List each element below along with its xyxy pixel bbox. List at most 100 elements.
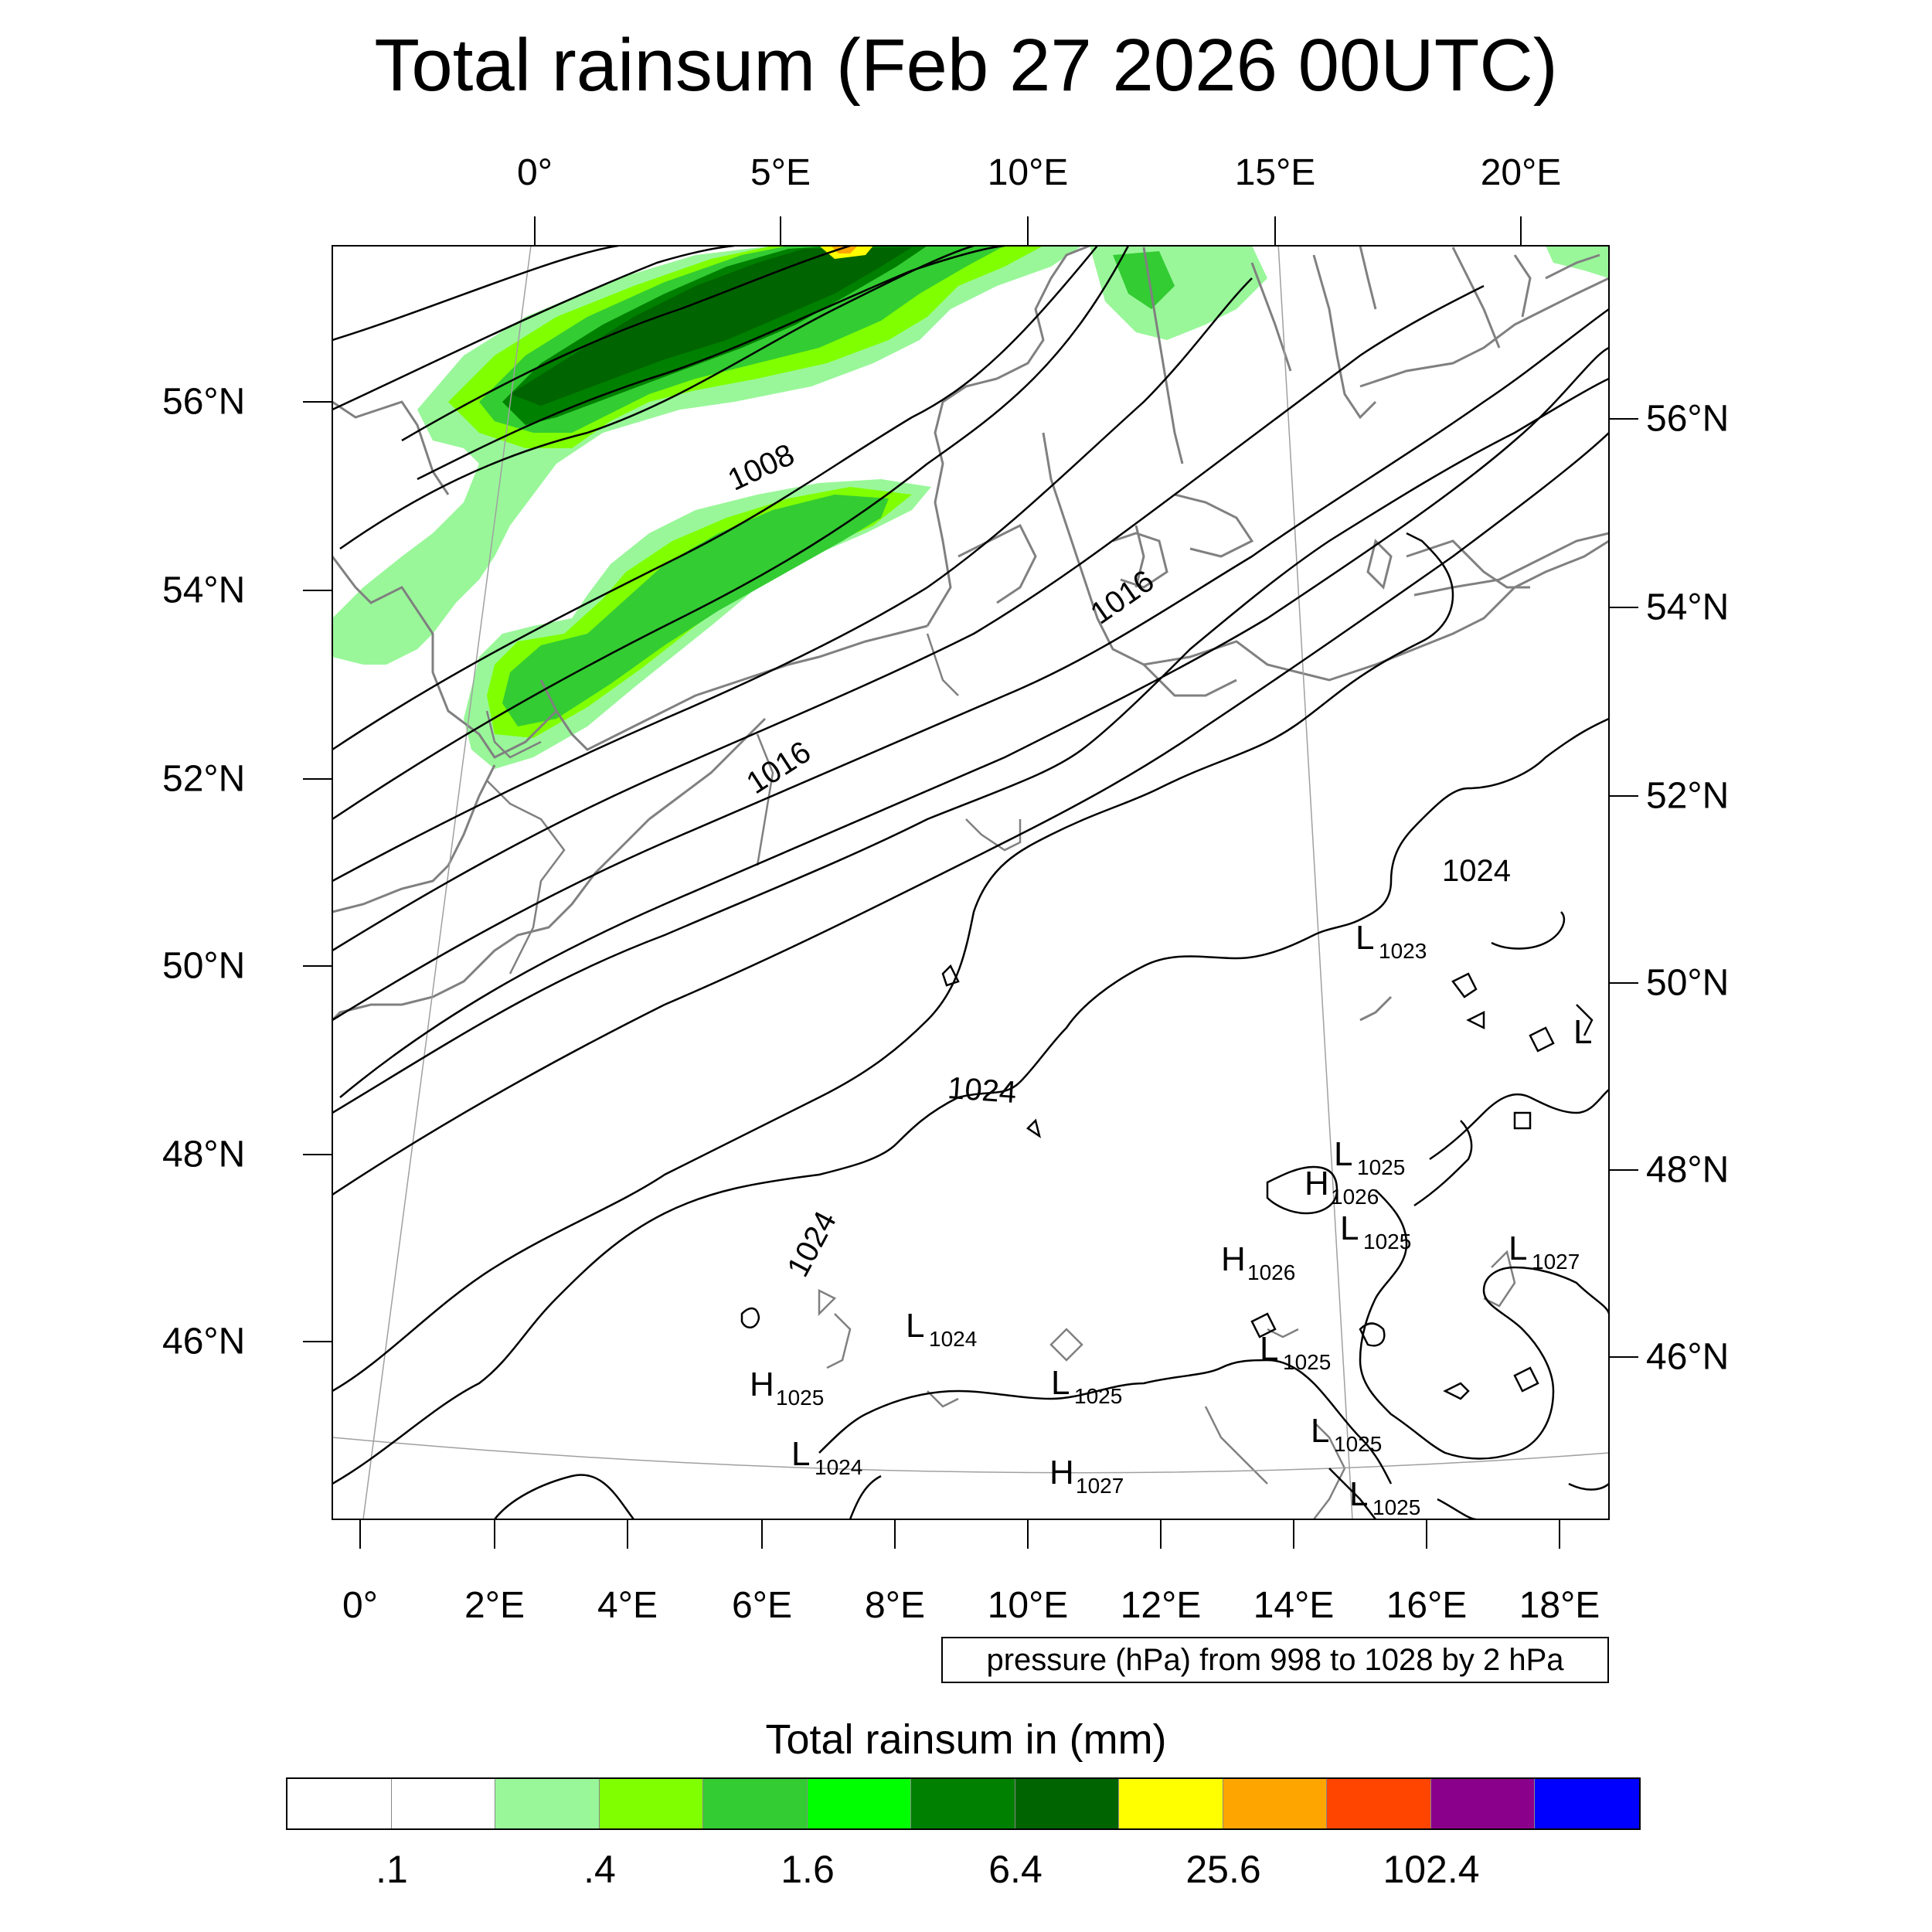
pressure-center: L 1025 — [1051, 1364, 1122, 1408]
plot-frame — [332, 245, 1610, 1520]
bottom-lon-label: 12°E — [1120, 1585, 1202, 1626]
bottom-lon-label: 0° — [342, 1585, 378, 1626]
pressure-centers: L 1023 L 1025 H 1026 L 1025 H 1026 L 1027 L 102… — [750, 919, 1592, 1519]
rain-area-orange — [831, 246, 858, 253]
pressure-center: H 1026 — [1221, 1240, 1295, 1284]
colorbar — [286, 1777, 1641, 1830]
tick-marks — [303, 216, 1638, 1549]
left-lat-label: 46°N — [162, 1321, 246, 1362]
svg-text:H: H — [1304, 1165, 1329, 1202]
left-lat-label: 54°N — [162, 570, 246, 611]
isobar-label: 1024 — [947, 1071, 1018, 1110]
colorbar-box — [1223, 1779, 1327, 1828]
isobars — [332, 246, 1609, 1519]
svg-text:1025: 1025 — [1074, 1384, 1122, 1408]
pressure-center: L 1025 — [1340, 1209, 1411, 1253]
top-lon-label: 5°E — [750, 152, 811, 193]
colorbar-box — [1119, 1779, 1223, 1828]
svg-text:L: L — [1509, 1230, 1527, 1267]
pressure-center: L 1027 — [1509, 1230, 1580, 1274]
svg-text:L: L — [1260, 1330, 1278, 1368]
isobar-label: 1024 — [781, 1206, 843, 1282]
left-lat-label: 56°N — [162, 381, 246, 423]
svg-text:1023: 1023 — [1379, 939, 1427, 963]
colorbar-title: Total rainsum in (mm) — [765, 1716, 1167, 1763]
chart-title: Total rainsum (Feb 27 2026 00UTC) — [374, 24, 1558, 107]
colorbar-box — [807, 1779, 911, 1828]
svg-text:1026: 1026 — [1247, 1260, 1295, 1284]
colorbar-box — [1015, 1779, 1119, 1828]
right-lat-label: 56°N — [1646, 398, 1730, 440]
svg-text:L: L — [791, 1435, 810, 1473]
colorbar-box — [599, 1779, 703, 1828]
pressure-center: L — [1573, 1013, 1592, 1051]
bottom-lon-label: 6°E — [732, 1585, 792, 1626]
colorbar-box — [1430, 1779, 1535, 1828]
pressure-center: L 1025 — [1311, 1412, 1382, 1456]
graticule — [332, 246, 1609, 1519]
svg-text:1027: 1027 — [1532, 1250, 1580, 1274]
svg-text:H: H — [750, 1366, 774, 1403]
right-lat-label: 46°N — [1646, 1336, 1730, 1378]
isobar-label: 1024 — [1442, 854, 1511, 888]
pressure-center: H 1027 — [1049, 1454, 1124, 1498]
pressure-center: L 1024 — [791, 1435, 862, 1479]
bottom-lon-label: 10°E — [987, 1585, 1069, 1626]
colorbar-label: .4 — [583, 1848, 616, 1891]
pressure-center: L 1025 — [1334, 1135, 1405, 1179]
svg-text:L: L — [1334, 1135, 1352, 1173]
right-lat-label: 48°N — [1646, 1149, 1730, 1191]
svg-text:1025: 1025 — [1363, 1230, 1411, 1253]
coastlines — [332, 246, 1609, 1022]
left-lat-label: 50°N — [162, 945, 246, 987]
svg-text:L: L — [1340, 1209, 1359, 1247]
svg-text:1024: 1024 — [815, 1455, 862, 1479]
svg-text:L: L — [1311, 1412, 1329, 1450]
colorbar-box — [495, 1779, 600, 1828]
svg-text:L: L — [906, 1307, 924, 1345]
bottom-lon-label: 14°E — [1253, 1585, 1335, 1626]
left-lat-label: 48°N — [162, 1134, 246, 1175]
svg-text:1025: 1025 — [776, 1386, 824, 1410]
colorbar-box — [911, 1779, 1015, 1828]
top-lon-label: 10°E — [987, 152, 1069, 193]
bottom-lon-label: 18°E — [1519, 1585, 1600, 1626]
pressure-center: L 1023 — [1355, 919, 1427, 963]
svg-text:1026: 1026 — [1331, 1185, 1379, 1209]
svg-text:L: L — [1051, 1364, 1070, 1402]
isobar-label: 1016 — [740, 735, 817, 801]
top-lon-label: 20°E — [1480, 152, 1562, 193]
svg-text:L: L — [1573, 1013, 1592, 1051]
pressure-center: H 1025 — [750, 1366, 824, 1410]
rain-area-medium-3 — [1113, 251, 1175, 309]
bottom-lon-label: 4°E — [597, 1585, 658, 1626]
bottom-lon-label: 2°E — [464, 1585, 525, 1626]
svg-text:L: L — [1355, 919, 1374, 957]
svg-text:H: H — [1049, 1454, 1074, 1492]
isobar-label: 1008 — [723, 437, 799, 497]
pressure-center: L 1025 — [1349, 1475, 1420, 1519]
svg-text:1025: 1025 — [1357, 1155, 1405, 1179]
rain-areas — [332, 246, 1609, 769]
bottom-lon-label: 16°E — [1386, 1585, 1468, 1626]
colorbar-box — [1327, 1779, 1431, 1828]
colorbar-label: 1.6 — [781, 1848, 835, 1891]
pressure-center: L 1024 — [906, 1307, 977, 1351]
svg-text:1024: 1024 — [929, 1327, 977, 1351]
bottom-lon-label: 8°E — [865, 1585, 925, 1626]
pressure-info-box: pressure (hPa) from 998 to 1028 by 2 hPa — [941, 1637, 1609, 1683]
rain-area-dark — [510, 247, 912, 406]
colorbar-box — [1535, 1779, 1639, 1828]
top-lon-label: 15°E — [1234, 152, 1316, 193]
svg-text:1025: 1025 — [1334, 1432, 1382, 1456]
colorbar-box — [703, 1779, 808, 1828]
colorbar-label: 102.4 — [1383, 1848, 1480, 1891]
colorbar-box — [287, 1779, 392, 1828]
svg-text:1027: 1027 — [1076, 1474, 1124, 1498]
colorbar-label: 25.6 — [1185, 1848, 1261, 1891]
right-lat-label: 54°N — [1646, 587, 1730, 628]
right-lat-label: 50°N — [1646, 962, 1730, 1004]
colorbar-label: 6.4 — [988, 1848, 1043, 1891]
right-lat-label: 52°N — [1646, 775, 1730, 817]
